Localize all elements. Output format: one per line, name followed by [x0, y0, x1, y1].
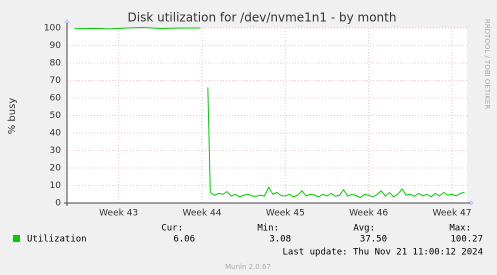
last-update: Last update: Thu Nov 21 11:00:12 2024 [283, 248, 483, 258]
x-tick-label: Week 45 [266, 209, 305, 219]
stat-label: Min: [257, 224, 279, 234]
legend-label: Utilization [27, 235, 87, 245]
y-tick-label: 40 [50, 129, 62, 139]
stat-value: 3.08 [269, 235, 291, 245]
y-tick-label: 10 [50, 181, 62, 191]
stat-value: 37.50 [360, 235, 387, 245]
y-tick-label: 20 [50, 164, 62, 174]
x-tick-label: Week 46 [349, 209, 388, 219]
stat-value: 6.06 [173, 235, 195, 245]
axis-arrow [470, 200, 474, 206]
y-tick-label: 60 [50, 94, 62, 104]
side-label: RRDTOOL / TOBI OETIKER [483, 19, 491, 109]
y-tick-label: 90 [50, 41, 62, 51]
stat-label: Cur: [161, 224, 183, 234]
legend-swatch [13, 235, 20, 242]
stat-value: 100.27 [450, 235, 483, 245]
y-tick-label: 80 [50, 59, 62, 69]
y-tick-label: 30 [50, 146, 62, 156]
footer: Munin 2.0.67 [225, 263, 271, 271]
x-tick-label: Week 47 [433, 209, 472, 219]
stat-label: Avg: [353, 224, 375, 234]
y-tick-label: 70 [50, 76, 62, 86]
stat-label: Max: [449, 224, 471, 234]
chart-title: Disk utilization for /dev/nvme1n1 - by m… [128, 11, 397, 25]
y-tick-label: 0 [55, 199, 61, 209]
x-tick-label: Week 44 [183, 209, 222, 219]
axis-arrow [64, 19, 70, 23]
data-line [74, 27, 465, 199]
x-tick-label: Week 43 [99, 209, 138, 219]
y-tick-label: 50 [50, 111, 62, 121]
y-tick-label: 100 [44, 24, 61, 34]
y-axis-label: % busy [7, 98, 18, 135]
